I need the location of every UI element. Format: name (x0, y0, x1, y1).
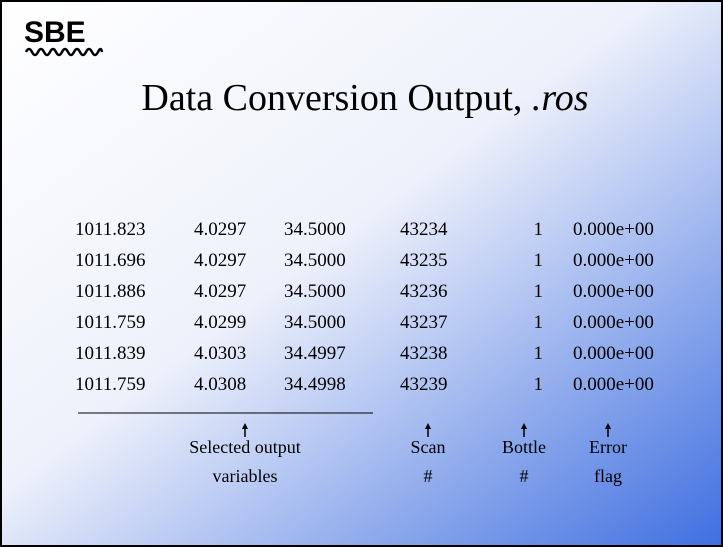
table-cell: 1 (534, 250, 544, 271)
table-cell: 4.0308 (194, 374, 246, 395)
table-cell: 1011.823 (75, 219, 146, 240)
table-cell: 43236 (400, 281, 448, 302)
table-cell: 1011.759 (75, 312, 146, 333)
table-cell: 1011.696 (75, 250, 146, 271)
table-cell: 43239 (400, 374, 448, 395)
arrows (242, 423, 611, 437)
table-cell: 1011.759 (75, 374, 146, 395)
table-cell: 0.000e+00 (573, 219, 654, 240)
labels: Selected output variables Scan # Bottle # Erro… (189, 437, 627, 486)
table-cell: 34.4997 (284, 343, 346, 364)
column-label: # (424, 466, 433, 486)
arrow-head (242, 423, 248, 429)
table-cell: 4.0297 (194, 250, 246, 271)
table-cell: 4.0297 (194, 281, 246, 302)
table-cell: 4.0303 (194, 343, 246, 364)
table-cell: 1011.886 (75, 281, 146, 302)
table-cell: 0.000e+00 (573, 374, 654, 395)
table-cell: 1 (534, 312, 544, 333)
table-cell: 34.5000 (284, 312, 346, 333)
column-label: Selected output (189, 437, 300, 457)
logo-wave (24, 47, 104, 57)
column-label: # (520, 466, 529, 486)
table-cell: 34.4998 (284, 374, 346, 395)
table: 1011.823 4.0297 34.5000 43234 1 0.000e+00 1011… (75, 219, 654, 395)
table-cell: 43235 (400, 250, 448, 271)
arrow-head (521, 423, 527, 429)
table-cell: 1 (534, 343, 544, 364)
table-cell: 34.5000 (284, 281, 346, 302)
table-cell: 0.000e+00 (573, 343, 654, 364)
arrow-head (605, 423, 611, 429)
logo: SBE (24, 16, 86, 49)
table-cell: 43238 (400, 343, 448, 364)
slide-title: Data Conversion Output, .ros (141, 77, 588, 119)
table-cell: 0.000e+00 (573, 250, 654, 271)
column-label: flag (594, 466, 622, 486)
column-label: variables (213, 466, 278, 486)
table-cell: 0.000e+00 (573, 281, 654, 302)
title-emphasis: .ros (532, 77, 589, 119)
table-cell: 34.5000 (284, 219, 346, 240)
title-text: Data Conversion Output, (141, 77, 522, 119)
column-label: Bottle (502, 437, 546, 457)
table-cell: 43234 (400, 219, 448, 240)
table-cell: 1 (534, 281, 544, 302)
table-cell: 4.0297 (194, 219, 246, 240)
table-cell: 1 (534, 219, 544, 240)
table-cell: 1 (534, 374, 544, 395)
arrow-head (425, 423, 431, 429)
column-label: Error (589, 437, 627, 457)
table-cell: 4.0299 (194, 312, 246, 333)
table-cell: 43237 (400, 312, 448, 333)
table-cell: 1011.839 (75, 343, 146, 364)
column-label: Scan (411, 437, 446, 457)
table-cell: 34.5000 (284, 250, 346, 271)
table-cell: 0.000e+00 (573, 312, 654, 333)
